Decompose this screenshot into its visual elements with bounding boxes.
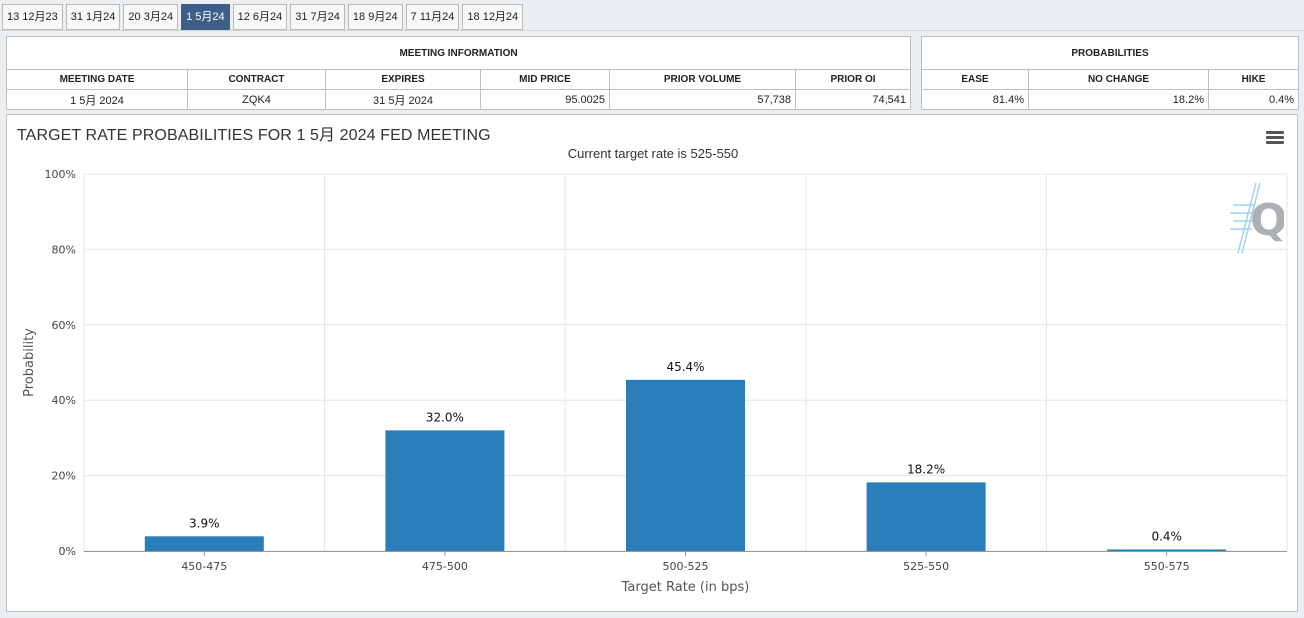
meeting-information-title: MEETING INFORMATION: [5, 36, 912, 70]
data-label: 45.4%: [666, 360, 704, 374]
x-tick-label: 525-550: [903, 560, 949, 573]
data-label: 32.0%: [426, 410, 464, 424]
chart-subtitle: Current target rate is 525-550: [567, 146, 739, 161]
tab-4[interactable]: 12 6月24: [232, 4, 288, 30]
probabilities-title: PROBABILITIES: [920, 36, 1300, 70]
tabs-divider: [0, 30, 1304, 31]
ease-value: 81.4%: [921, 89, 1029, 110]
y-tick-label: 20%: [52, 470, 76, 483]
meeting-information-table: MEETING INFORMATION MEETING DATE CONTRAC…: [5, 36, 912, 110]
hike-value: 0.4%: [1207, 89, 1300, 110]
tab-1[interactable]: 31 1月24: [65, 4, 121, 30]
meeting-tabs: 13 12月23 31 1月24 20 3月24 1 5月24 12 6月24 31 7月…: [2, 4, 524, 30]
probabilities-table: PROBABILITIES EASE NO CHANGE HIKE 81.4% …: [920, 36, 1300, 110]
data-label: 0.4%: [1151, 529, 1182, 543]
header-prior-oi: PRIOR OI: [794, 69, 912, 90]
header-expires: EXPIRES: [325, 69, 481, 90]
mid-price-value: 95.0025: [480, 89, 610, 110]
x-tick-label: 450-475: [181, 560, 227, 573]
tab-5[interactable]: 31 7月24: [290, 4, 345, 30]
tab-6[interactable]: 18 9月24: [347, 4, 403, 30]
y-tick-label: 80%: [52, 243, 76, 256]
header-ease: EASE: [921, 69, 1029, 90]
bar-550-575: [1107, 549, 1227, 551]
y-tick-label: 60%: [52, 319, 76, 332]
bar-475-500: [385, 430, 505, 551]
tab-7[interactable]: 7 11月24: [405, 4, 460, 30]
meeting-date-value: 1 5月 2024: [6, 89, 188, 110]
contract-value: ZQK4: [187, 89, 326, 110]
bar-450-475: [144, 536, 264, 551]
data-label: 18.2%: [907, 462, 945, 476]
svg-text:Q: Q: [1250, 195, 1284, 246]
y-tick-label: 40%: [52, 394, 76, 407]
header-meeting-date: MEETING DATE: [6, 69, 188, 90]
header-hike: HIKE: [1207, 69, 1300, 90]
y-tick-label: 100%: [45, 168, 76, 181]
y-tick-label: 0%: [59, 545, 76, 558]
x-tick-label: 475-500: [422, 560, 468, 573]
header-contract: CONTRACT: [187, 69, 326, 90]
x-axis-title: Target Rate (in bps): [621, 580, 750, 595]
bar-500-525: [626, 379, 745, 551]
tab-0[interactable]: 13 12月23: [2, 4, 63, 30]
q-logo-icon: Q: [1230, 183, 1284, 253]
x-tick-label: 500-525: [663, 560, 709, 573]
chart-panel: 0% 20% 40% 60% 80% 100% 3.9% 450-475 32.0% 475-50…: [6, 114, 1298, 612]
hamburger-menu-icon[interactable]: [1266, 131, 1284, 145]
prior-oi-value: 74,541: [794, 89, 912, 110]
tab-3[interactable]: 1 5月24: [181, 4, 230, 30]
expires-value: 31 5月 2024: [325, 89, 481, 110]
x-tick-label: 550-575: [1144, 560, 1190, 573]
y-axis-title: Probability: [22, 328, 37, 397]
bar-chart: 0% 20% 40% 60% 80% 100% 3.9% 450-475 32.0% 475-50…: [22, 168, 1288, 595]
chart-title: TARGET RATE PROBABILITIES FOR 1 5月 2024 …: [17, 127, 491, 144]
header-prior-volume: PRIOR VOLUME: [609, 69, 796, 90]
header-no-change: NO CHANGE: [1028, 69, 1209, 90]
bar-525-550: [866, 482, 986, 551]
no-change-value: 18.2%: [1028, 89, 1209, 110]
data-label: 3.9%: [189, 516, 220, 530]
header-mid-price: MID PRICE: [480, 69, 610, 90]
tab-2[interactable]: 20 3月24: [123, 4, 179, 30]
prior-volume-value: 57,738: [609, 89, 796, 110]
tab-8[interactable]: 18 12月24: [462, 4, 524, 30]
